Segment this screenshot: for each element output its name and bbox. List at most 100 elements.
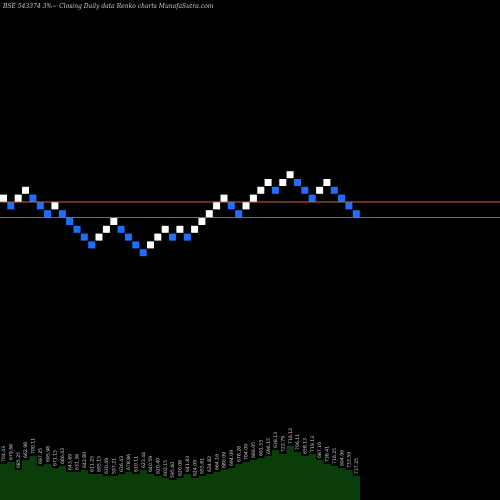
renko-brick-up: [249, 194, 257, 202]
volume-label: 658.13: [303, 438, 309, 454]
volume-label: 706.11: [295, 434, 301, 450]
volume-label: 716.12: [288, 428, 294, 444]
volume-label: 687.16: [317, 442, 323, 458]
chart-title: BSE 543374 3%~ Closing Daily data Renko …: [2, 3, 214, 10]
renko-brick-up: [242, 202, 250, 210]
renko-brick-down: [88, 241, 96, 249]
volume-label: 686.05: [251, 442, 257, 458]
renko-brick-down: [58, 210, 66, 218]
renko-brick-up: [0, 194, 7, 202]
volume-label: 700.11: [31, 438, 37, 454]
volume-label: 733.59: [347, 452, 353, 468]
volume-label: 641.83: [185, 456, 191, 472]
volume-label: 620.40: [156, 458, 162, 474]
renko-brick-up: [264, 179, 272, 186]
renko-brick-up: [191, 225, 199, 233]
volume-label: 662.98: [23, 442, 29, 458]
volume-label: 738.41: [325, 446, 331, 462]
volume-label: 737.25: [354, 458, 360, 474]
volume-label: 597.21: [111, 458, 117, 474]
volume-label: 695.98: [45, 446, 51, 462]
volume-label: 678.28: [236, 446, 242, 462]
volume-label: 638.13: [273, 432, 279, 448]
renko-brick-down: [73, 225, 81, 233]
volume-label: 643.69: [67, 454, 73, 470]
volume-label: 694.96: [339, 450, 345, 466]
volume-label: 691.53: [258, 440, 264, 456]
renko-brick-up: [176, 225, 184, 233]
renko-brick-down: [345, 202, 353, 210]
renko-brick-up: [213, 202, 221, 210]
renko-brick-up: [95, 233, 103, 241]
volume-label: 685.25: [16, 452, 22, 468]
volume-label: 695.15: [97, 456, 103, 472]
renko-brick-down: [308, 194, 316, 202]
renko-brick-up: [110, 218, 118, 225]
volume-label: 620.08: [178, 460, 184, 476]
renko-brick-down: [29, 194, 37, 202]
volume-label: 655.81: [200, 458, 206, 474]
renko-brick-down: [169, 233, 176, 241]
volume-label: 631.36: [75, 454, 81, 470]
renko-brick-up: [161, 225, 169, 233]
volume-label: 611.25: [89, 456, 95, 472]
renko-brick-up: [22, 186, 29, 194]
volume-label: 679.68: [9, 444, 15, 460]
renko-brick-down: [66, 218, 74, 225]
volume-label: 610.11: [134, 456, 140, 472]
renko-brick-down: [80, 233, 88, 241]
renko-brick-up: [51, 202, 59, 210]
volume-label: 623.44: [141, 452, 147, 468]
volume-label: 602.15: [163, 460, 169, 476]
volume-label: 722.79: [281, 436, 287, 452]
volume-label: 719.13: [310, 436, 316, 452]
renko-bricks: [0, 171, 360, 257]
volume-area: [0, 446, 361, 500]
renko-brick-down: [227, 202, 235, 210]
volume-label: 642.80: [82, 452, 88, 468]
renko-brick-down: [132, 241, 140, 249]
volume-label: 704.43: [1, 446, 7, 462]
volume-label: 716.25: [332, 448, 338, 464]
renko-brick-down: [301, 186, 309, 194]
renko-brick-down: [294, 179, 301, 186]
renko-brick-up: [154, 233, 162, 241]
volume-label: 640.59: [148, 456, 154, 472]
renko-brick-up: [198, 218, 206, 225]
renko-brick-down: [352, 210, 360, 218]
volume-label: 697.25: [38, 448, 44, 464]
renko-brick-down: [183, 233, 191, 241]
volume-label: 678.86: [126, 454, 132, 470]
volume-label: 704.09: [244, 444, 250, 460]
volume-label: 686.43: [60, 448, 66, 464]
volume-label: 696.15: [266, 438, 272, 454]
renko-brick-down: [7, 202, 15, 210]
renko-brick-down: [271, 186, 279, 194]
renko-brick-down: [235, 210, 243, 218]
volume-label: 680.09: [222, 452, 228, 468]
renko-brick-up: [205, 210, 213, 218]
volume-label: 624.09: [192, 460, 198, 476]
renko-brick-up: [257, 186, 265, 194]
renko-brick-down: [338, 194, 346, 202]
volume-label: 671.15: [53, 450, 59, 466]
renko-brick-up: [220, 194, 228, 202]
volume-label: 664.16: [214, 454, 220, 470]
renko-brick-up: [14, 194, 22, 202]
renko-brick-down: [36, 202, 44, 210]
renko-brick-up: [286, 171, 294, 179]
volume-area-path: [0, 446, 361, 500]
volume-label: 630.49: [104, 458, 110, 474]
reference-lines: [0, 201, 500, 219]
volume-label: 634.82: [207, 456, 213, 472]
renko-brick-down: [44, 210, 52, 218]
renko-brick-up: [316, 186, 324, 194]
renko-brick-up: [323, 179, 331, 186]
renko-brick-up: [279, 179, 287, 186]
renko-brick-up: [147, 241, 154, 249]
renko-brick-down: [124, 233, 132, 241]
renko-brick-down: [117, 225, 125, 233]
